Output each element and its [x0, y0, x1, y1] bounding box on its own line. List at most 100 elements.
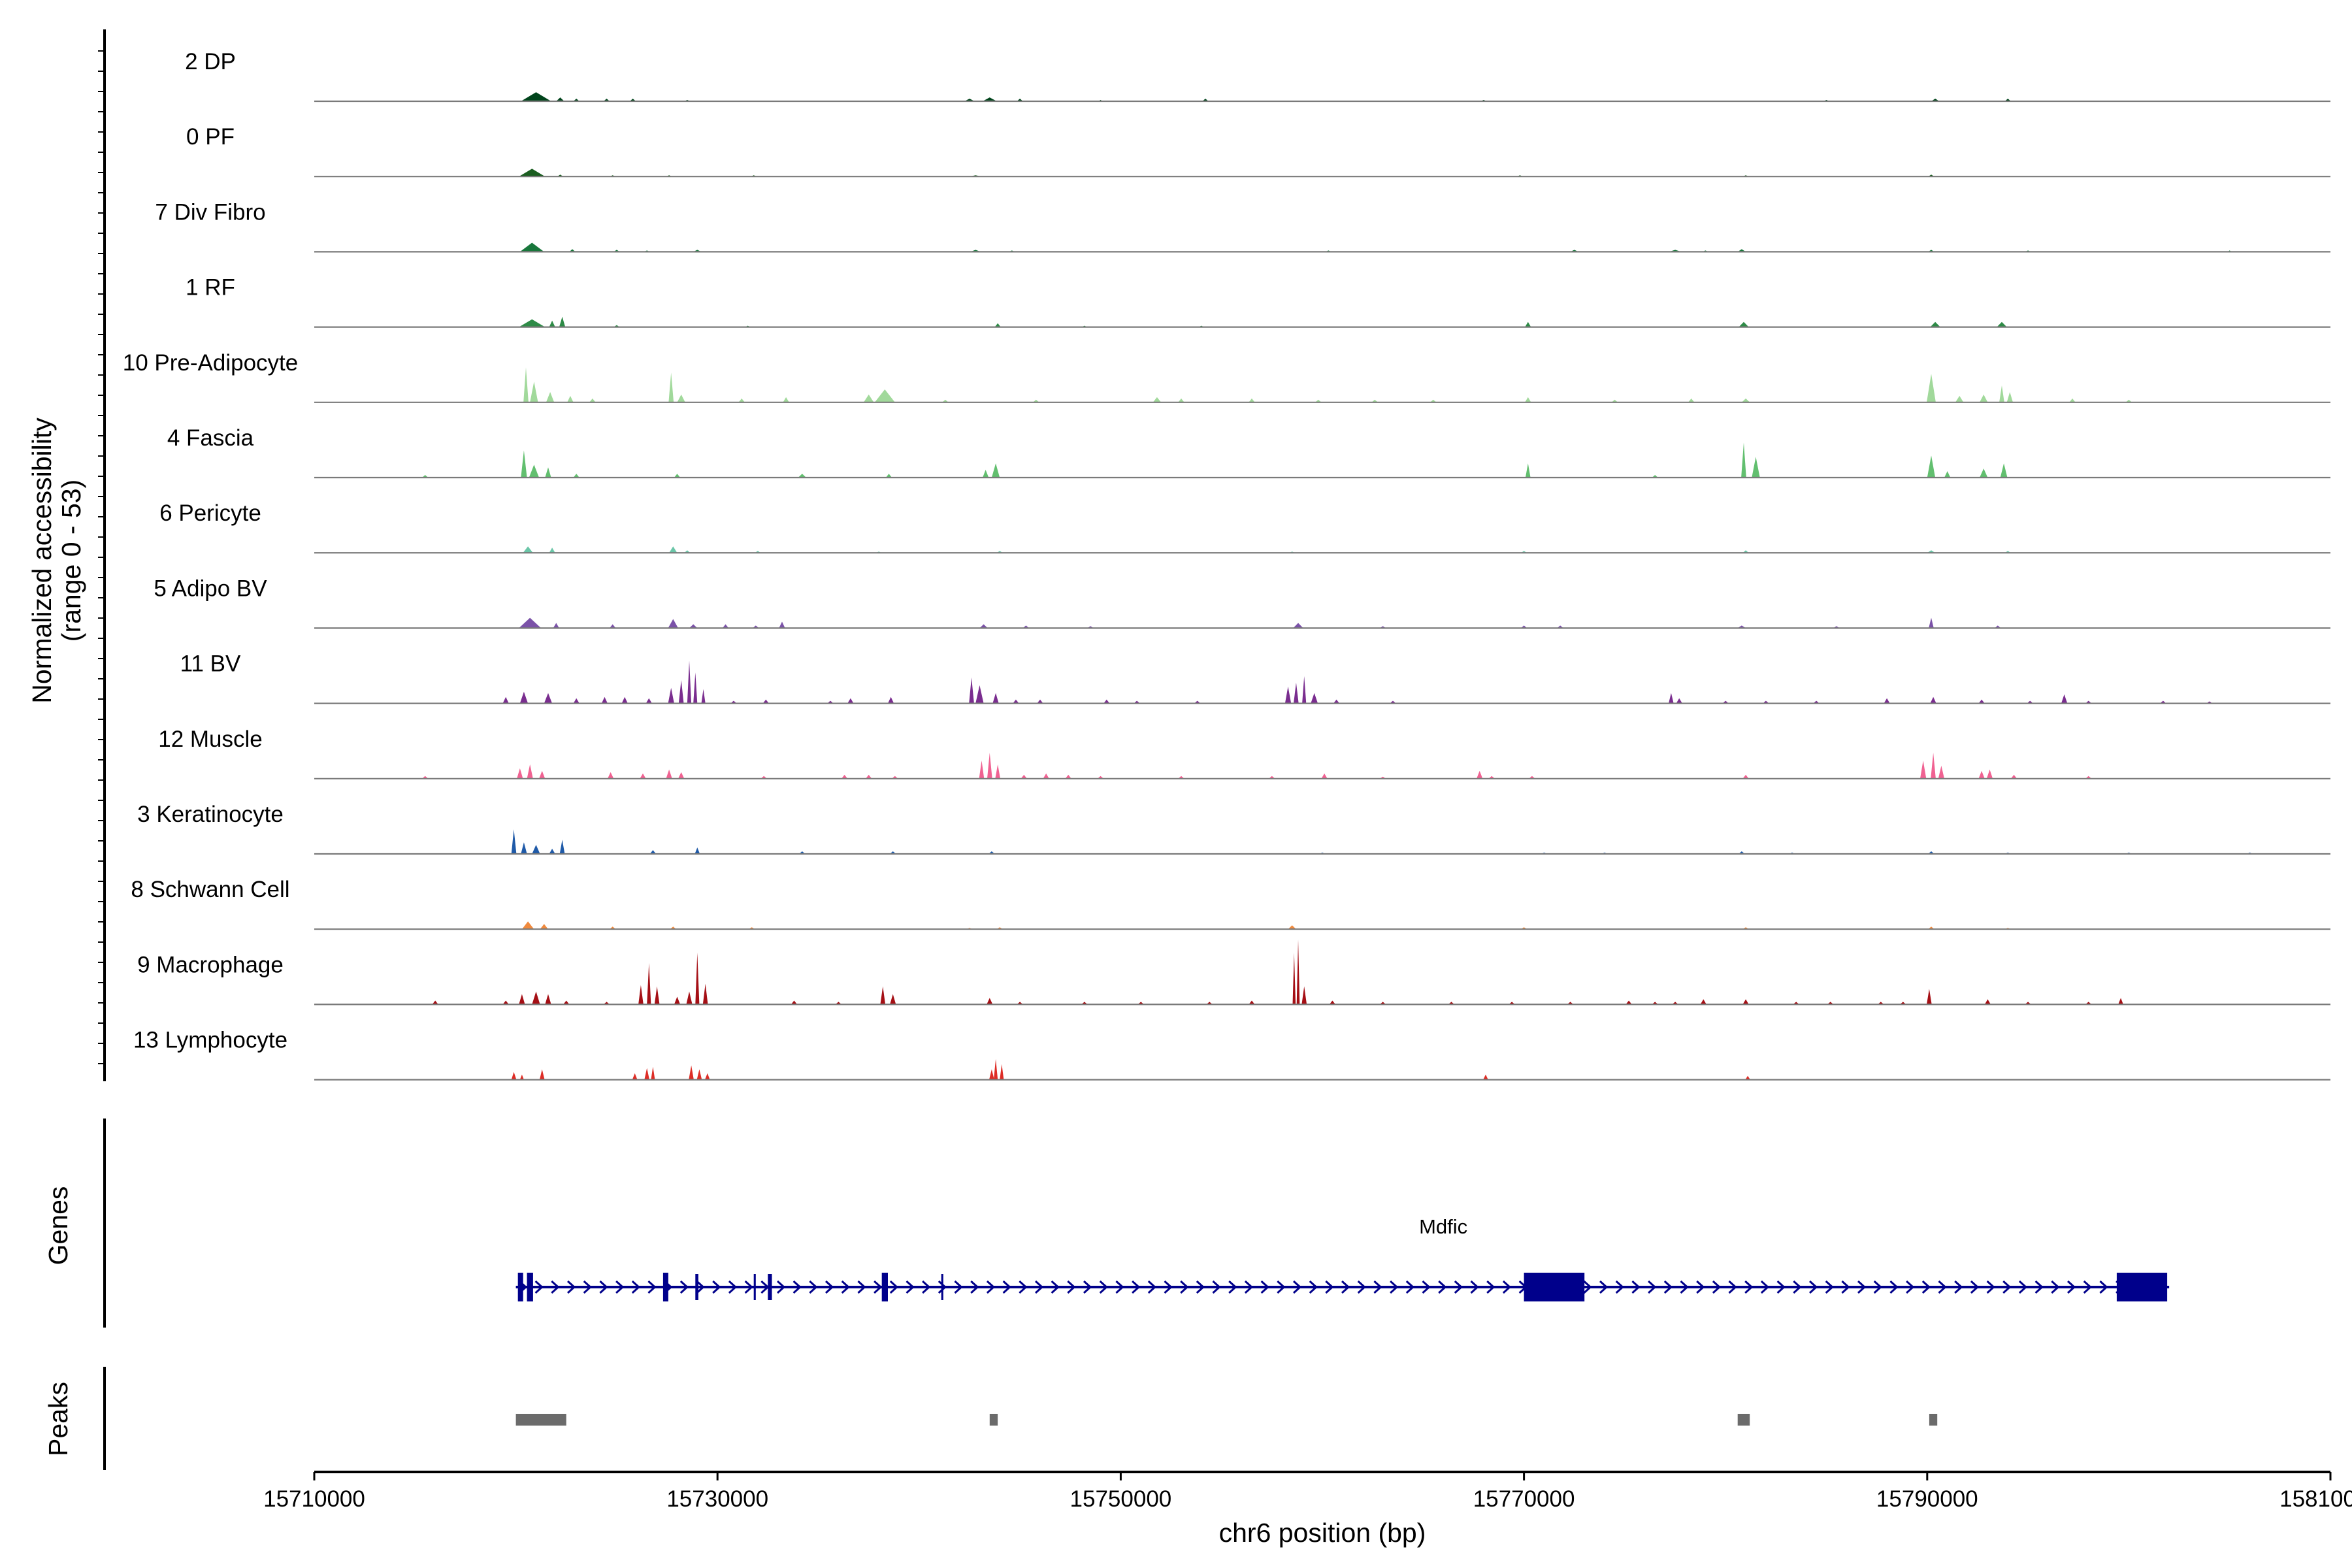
- coverage-peak: [1293, 623, 1303, 629]
- coverage-peak: [649, 850, 657, 854]
- coverage-peak: [1525, 397, 1531, 402]
- peaks-track-label: Peaks: [43, 1382, 73, 1456]
- coverage-peak: [704, 1073, 710, 1080]
- coverage-peak: [874, 389, 895, 402]
- track-label: 6 Pericyte: [159, 500, 261, 526]
- strand-arrow: [874, 1280, 883, 1294]
- coverage-track: 9 Macrophage: [137, 939, 2330, 1005]
- strand-arrow: [2051, 1280, 2060, 1294]
- coverage-peak: [532, 991, 540, 1005]
- coverage-peak: [1955, 395, 1964, 402]
- gene-name-label: Mdfic: [1419, 1215, 1467, 1238]
- coverage-peak: [502, 696, 509, 704]
- strand-arrow: [2083, 1280, 2092, 1294]
- strand-arrow: [1663, 1280, 1673, 1294]
- coverage-peak: [1294, 682, 1299, 704]
- peaks-track: Peaks: [43, 1382, 1938, 1456]
- strand-arrow: [954, 1280, 963, 1294]
- coverage-peak: [1302, 676, 1307, 704]
- coverage-peak: [521, 450, 527, 478]
- strand-arrow: [1986, 1280, 1995, 1294]
- coverage-peak: [701, 689, 706, 704]
- peak-region: [1929, 1414, 1938, 1426]
- coverage-peak: [678, 772, 685, 779]
- strand-arrow: [2099, 1280, 2108, 1294]
- track-label: 12 Muscle: [158, 727, 263, 752]
- strand-arrow: [857, 1280, 866, 1294]
- coverage-peak: [1980, 394, 1988, 402]
- strand-arrow: [1583, 1280, 1592, 1294]
- strand-arrow: [889, 1280, 899, 1294]
- track-label: 3 Keratinocyte: [137, 802, 284, 827]
- x-tick-label: 15730000: [666, 1486, 768, 1512]
- coverage-peak: [1296, 939, 1300, 1005]
- strand-arrow: [696, 1280, 705, 1294]
- coverage-peak: [1333, 699, 1340, 704]
- coverage-peak: [553, 623, 559, 629]
- strand-arrow: [647, 1280, 657, 1294]
- coverage-peak: [674, 996, 681, 1005]
- coverage-peak: [783, 397, 789, 402]
- coverage-peak: [722, 624, 729, 629]
- strand-arrow: [551, 1280, 560, 1294]
- strand-arrow: [776, 1280, 786, 1294]
- exon: [753, 1274, 756, 1300]
- strand-arrow: [583, 1280, 592, 1294]
- coverage-peak: [1284, 686, 1292, 704]
- strand-arrow: [1341, 1280, 1350, 1294]
- coverage-peak: [1065, 774, 1071, 779]
- coverage-peak: [1980, 468, 1988, 478]
- coverage-peak: [651, 1066, 655, 1080]
- coverage-peak: [2069, 398, 2076, 402]
- strand-arrow: [2066, 1280, 2076, 1294]
- coverage-peak: [1745, 1075, 1750, 1080]
- coverage-peak: [738, 398, 745, 402]
- coverage-track: 5 Adipo BV: [154, 576, 2330, 629]
- strand-arrow: [1099, 1280, 1108, 1294]
- coverage-peak: [983, 470, 989, 478]
- coverage-peak: [1927, 374, 1936, 402]
- coverage-peak: [502, 1000, 509, 1005]
- strand-arrow: [1196, 1280, 1205, 1294]
- strand-arrow: [1067, 1280, 1076, 1294]
- peak-region: [515, 1414, 566, 1426]
- strand-arrow: [825, 1280, 834, 1294]
- coverage-peak: [668, 687, 674, 704]
- x-tick-label: 15810000: [2279, 1486, 2352, 1512]
- coverage-peak: [1944, 471, 1951, 478]
- coverage-peak: [1930, 696, 1936, 704]
- coverage-peak: [638, 985, 644, 1005]
- coverage-peak: [1625, 1000, 1632, 1005]
- coverage-peak: [994, 1058, 998, 1080]
- coverage-peak: [1741, 398, 1750, 402]
- coverage-track: 12 Muscle: [158, 727, 2330, 779]
- coverage-track: 0 PF: [186, 124, 2330, 178]
- coverage-peak: [573, 698, 580, 704]
- coverage-peak: [779, 621, 785, 629]
- coverage-peak: [1927, 988, 1932, 1005]
- strand-arrow: [1244, 1280, 1254, 1294]
- coverage-peak: [669, 546, 678, 553]
- coverage-peak: [1013, 699, 1019, 704]
- coverage-peak: [544, 693, 553, 704]
- exon: [941, 1274, 943, 1300]
- track-label: 7 Div Fibro: [155, 199, 265, 225]
- coverage-peak: [1752, 457, 1760, 478]
- track-label: 10 Pre-Adipocyte: [123, 350, 298, 376]
- coverage-tracks: 2 DP 0 PF 7 Div Fibro 1 RF 10 Pre-Adipocyte 4…: [123, 49, 2330, 1081]
- strand-arrow: [1760, 1280, 1770, 1294]
- coverage-peak: [702, 983, 708, 1005]
- y-axis-title-line1: Normalized accessibility: [27, 417, 57, 704]
- coverage-peak: [2000, 463, 2008, 478]
- strand-arrow: [1325, 1280, 1334, 1294]
- exon: [527, 1273, 533, 1301]
- strand-arrow: [792, 1280, 802, 1294]
- x-tick-label: 15770000: [1473, 1486, 1575, 1512]
- coverage-peak: [674, 474, 681, 478]
- coverage-peak: [995, 764, 1000, 779]
- strand-arrow: [906, 1280, 915, 1294]
- coverage-peak: [549, 849, 555, 854]
- strand-arrow: [1164, 1280, 1173, 1294]
- coverage-peak: [519, 994, 525, 1005]
